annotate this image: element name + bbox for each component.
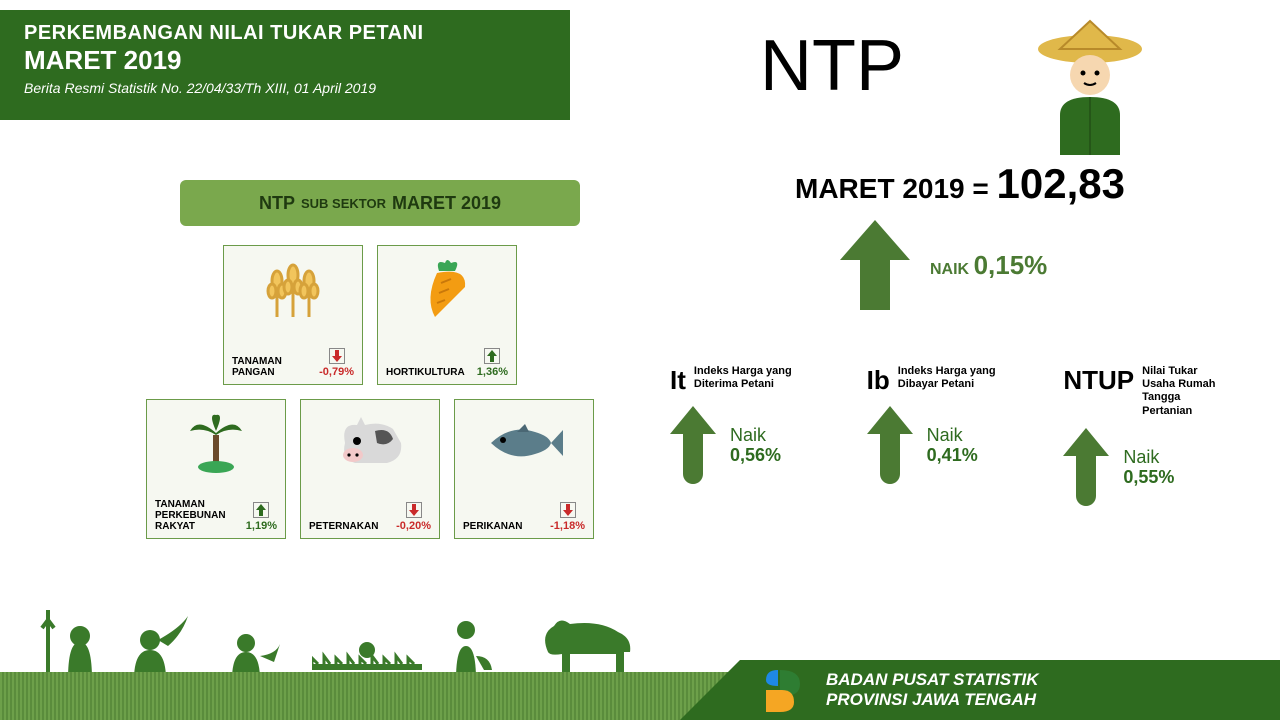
arrow-up-icon: [1063, 428, 1109, 508]
index-pct: 0,55%: [1123, 468, 1174, 488]
card-pct: -1,18%: [550, 520, 585, 532]
index-pct: 0,56%: [730, 446, 781, 466]
index-ib: Ib Indeks Harga yang Dibayar Petani Naik…: [867, 365, 1034, 508]
arrow-up-icon: [253, 502, 269, 518]
card-label: TANAMAN PERKEBUNAN RAKYAT: [155, 499, 225, 532]
card-label: TANAMAN PANGAN: [232, 356, 302, 378]
cow-icon: [335, 408, 405, 478]
fish-icon: [485, 408, 563, 478]
footer-org: BADAN PUSAT STATISTIK: [826, 670, 1039, 690]
card-pct: -0,79%: [319, 366, 354, 378]
ntp-value-number: 102,83: [997, 160, 1125, 207]
card-pct: 1,36%: [477, 366, 508, 378]
index-label: NTUP: [1063, 365, 1134, 396]
arrow-up-icon: [670, 406, 716, 486]
subsector-title: NTP SUB SEKTOR MARET 2019: [180, 180, 580, 226]
farmer-icon: [1030, 15, 1150, 155]
header-banner: PERKEMBANGAN NILAI TUKAR PETANI MARET 20…: [0, 10, 570, 120]
ntp-value-line: MARET 2019 = 102,83: [700, 160, 1220, 208]
index-label: Ib: [867, 365, 890, 396]
index-it: It Indeks Harga yang Diterima Petani Nai…: [670, 365, 837, 508]
card-perkebunan: TANAMAN PERKEBUNAN RAKYAT 1,19%: [146, 399, 286, 539]
ntp-change-label: NAIK: [930, 261, 969, 278]
card-label: PERIKANAN: [463, 521, 522, 532]
card-perikanan: PERIKANAN -1,18%: [454, 399, 594, 539]
bps-bar: BADAN PUSAT STATISTIK PROVINSI JAWA TENG…: [680, 660, 1280, 720]
wheat-icon: [261, 254, 325, 324]
footer: BADAN PUSAT STATISTIK PROVINSI JAWA TENG…: [0, 610, 1280, 720]
arrow-down-icon: [406, 502, 422, 518]
header-title-1: PERKEMBANGAN NILAI TUKAR PETANI: [24, 22, 546, 45]
card-pct: 1,19%: [246, 520, 277, 532]
ntp-change: NAIK 0,15%: [840, 220, 1047, 310]
bps-logo-icon: [760, 666, 808, 714]
arrow-up-icon: [867, 406, 913, 486]
card-tanaman-pangan: TANAMAN PANGAN -0,79%: [223, 245, 363, 385]
footer-region: PROVINSI JAWA TENGAH: [826, 690, 1039, 710]
subsector-title-prefix: NTP: [259, 193, 295, 214]
header-title-2: MARET 2019: [24, 45, 546, 76]
index-desc: Indeks Harga yang Dibayar Petani: [898, 365, 1008, 391]
index-ntup: NTUP Nilai Tukar Usaha Rumah Tangga Pert…: [1063, 365, 1230, 508]
index-desc: Nilai Tukar Usaha Rumah Tangga Pertanian: [1142, 365, 1230, 418]
card-label: PETERNAKAN: [309, 521, 378, 532]
index-trend: Naik: [1123, 447, 1159, 467]
subsector-title-suffix: MARET 2019: [392, 193, 501, 214]
index-trend: Naik: [730, 425, 766, 445]
ntp-acronym: NTP: [760, 25, 904, 107]
ntp-value-label: MARET 2019 =: [795, 173, 997, 204]
arrow-down-icon: [560, 502, 576, 518]
subsector-title-mid: SUB SEKTOR: [301, 196, 386, 211]
index-trend: Naik: [927, 425, 963, 445]
arrow-down-icon: [329, 348, 345, 364]
arrow-up-icon: [840, 220, 910, 310]
index-label: It: [670, 365, 686, 396]
index-desc: Indeks Harga yang Diterima Petani: [694, 365, 804, 391]
palm-icon: [184, 408, 248, 478]
arrow-up-icon: [484, 348, 500, 364]
farming-silhouettes-icon: [40, 604, 640, 680]
subsector-cards: TANAMAN PANGAN -0,79% HORTIKULTURA: [110, 245, 630, 553]
index-row: It Indeks Harga yang Diterima Petani Nai…: [670, 365, 1230, 508]
card-peternakan: PETERNAKAN -0,20%: [300, 399, 440, 539]
header-subtitle: Berita Resmi Statistik No. 22/04/33/Th X…: [24, 80, 546, 96]
index-pct: 0,41%: [927, 446, 978, 466]
ntp-change-pct: 0,15%: [974, 250, 1048, 280]
card-label: HORTIKULTURA: [386, 367, 456, 378]
card-hortikultura: HORTIKULTURA 1,36%: [377, 245, 517, 385]
carrot-icon: [417, 254, 477, 324]
card-pct: -0,20%: [396, 520, 431, 532]
